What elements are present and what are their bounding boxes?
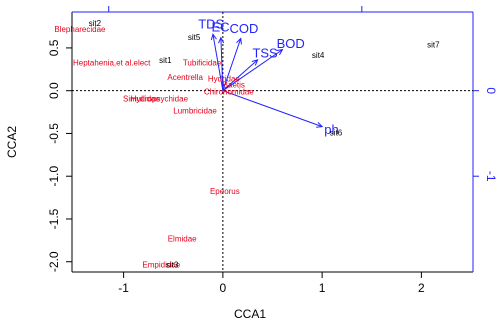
env-label: TDS	[198, 16, 224, 31]
env-arrow-head	[210, 33, 217, 41]
site-label: sit2	[89, 19, 102, 28]
axes: -1 0 1 2 0.5 0.0 -0.5 -1.0 -1.5 -2.0 0 -1	[47, 6, 498, 295]
species-label: Baetis	[223, 81, 245, 90]
right-tick-label: 0	[484, 87, 498, 94]
species-label: Tubificidae	[183, 58, 222, 67]
site-label: sit4	[312, 51, 325, 60]
env-label: BOD	[277, 36, 305, 51]
y-tick-label: 0.0	[47, 82, 61, 99]
env-arrow-shaft	[222, 90, 323, 128]
species-label: Epeorus	[210, 187, 240, 196]
y-tick-label: -0.5	[47, 123, 61, 144]
species-label: Heptahenia,et al.elect	[73, 58, 151, 67]
env-vector: EC	[211, 20, 230, 91]
y-tick-label: -1.0	[47, 166, 61, 187]
env-label: ph	[324, 122, 338, 137]
y-tick-label: -2.0	[47, 251, 61, 272]
y-tick-label: 0.5	[47, 39, 61, 56]
env-vector: ph	[222, 90, 339, 137]
site-label: sit5	[188, 33, 201, 42]
env-arrow-head	[276, 48, 284, 56]
species-label: Hydropsychidae	[131, 94, 189, 103]
env-arrow-shaft	[212, 34, 224, 91]
site-label: sit7	[427, 41, 440, 50]
env-arrow-head	[236, 37, 242, 45]
site-scores: sit2 sit5 sit1 sit4 sit7 sit6 sit3	[89, 19, 440, 269]
env-label: EC	[211, 20, 229, 35]
env-arrow-head	[251, 59, 259, 66]
species-label: Elmidae	[168, 235, 197, 244]
species-scores: Blepharecidae Heptahenia,et al.elect Tubif…	[54, 25, 254, 269]
species-label: Lumbricidae	[173, 106, 217, 115]
env-arrow-shaft	[222, 38, 242, 91]
env-arrow-shaft	[222, 59, 258, 92]
y-axis-title: CCA2	[5, 126, 19, 158]
right-tick-label: -1	[484, 171, 498, 182]
env-arrow-head	[218, 36, 225, 44]
species-label: Empididae	[142, 260, 180, 269]
x-tick-label: 2	[418, 281, 425, 295]
env-arrow-head	[316, 121, 324, 128]
species-label: Simuliidae	[123, 94, 160, 103]
env-vector: BOD	[222, 36, 305, 92]
env-label: COD	[230, 21, 259, 36]
env-arrow-shaft	[220, 37, 224, 91]
zero-reference-lines	[72, 12, 473, 272]
site-label: sit1	[159, 56, 172, 65]
x-tick-label: 0	[220, 281, 227, 295]
env-arrow-shaft	[222, 49, 283, 92]
x-tick-label: -1	[118, 281, 129, 295]
site-label: sit3	[166, 260, 179, 269]
x-tick-label: 1	[319, 281, 326, 295]
species-label: Blepharecidae	[54, 25, 106, 34]
plot-frame	[71, 11, 474, 273]
env-label: TSS	[252, 45, 278, 60]
env-vector: TDS	[198, 16, 225, 91]
species-label: Hydridae	[208, 75, 241, 84]
species-label: Chironomidae	[204, 88, 254, 97]
env-vector: COD	[222, 21, 259, 91]
site-label: sit6	[330, 129, 343, 138]
x-axis-title: CCA1	[234, 307, 266, 321]
species-label: Acentrella	[167, 73, 203, 82]
y-tick-label: -1.5	[47, 208, 61, 229]
